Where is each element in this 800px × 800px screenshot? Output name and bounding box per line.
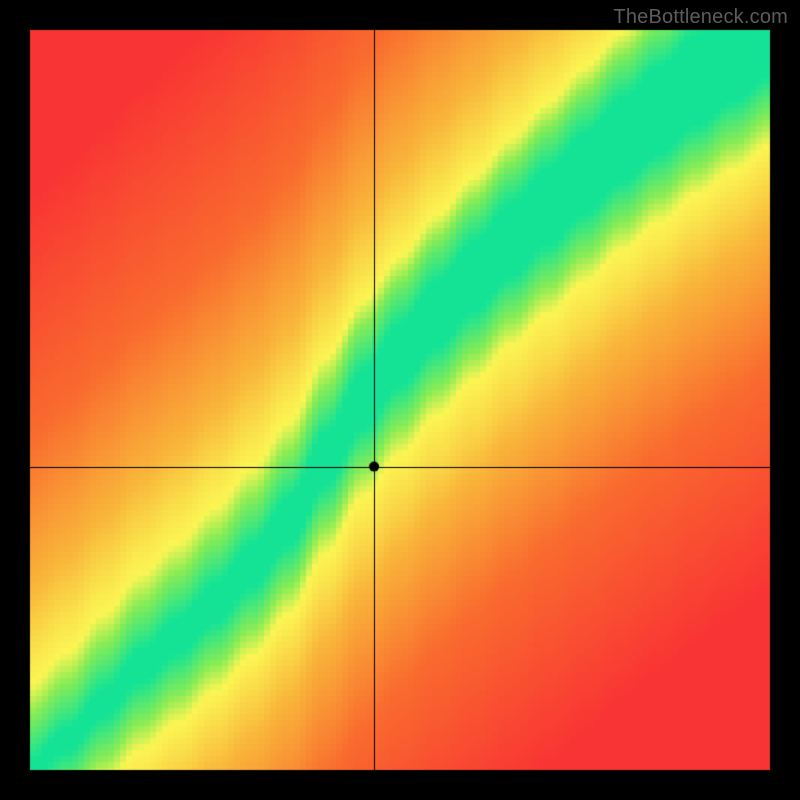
watermark-text: TheBottleneck.com [613, 6, 788, 29]
chart-container: TheBottleneck.com [0, 0, 800, 800]
heatmap-canvas [0, 0, 800, 800]
